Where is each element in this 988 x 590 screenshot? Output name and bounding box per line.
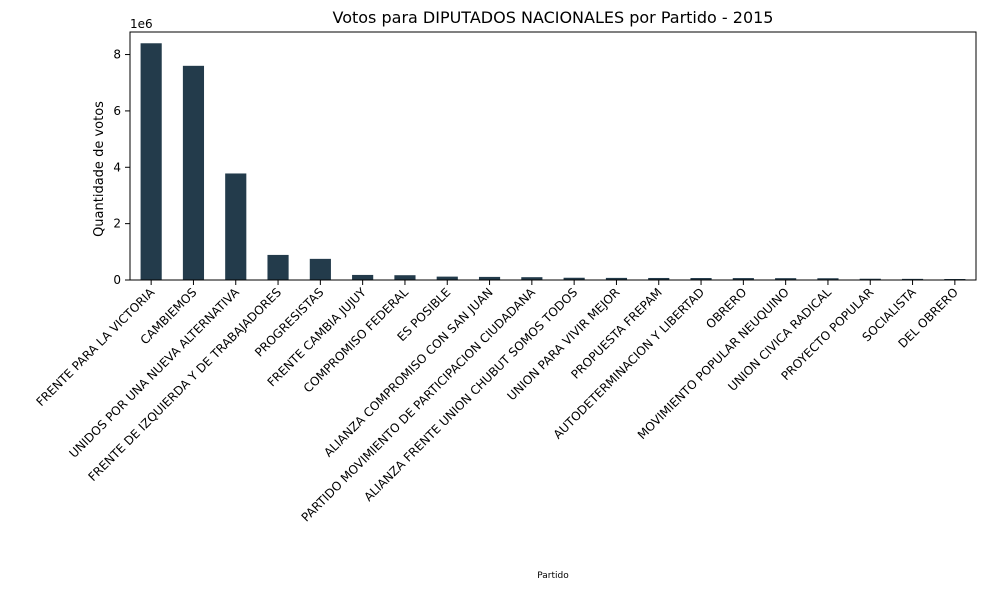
bar-10 bbox=[563, 277, 585, 280]
bar-8 bbox=[478, 276, 501, 280]
bars-group bbox=[140, 43, 966, 280]
y-offset-label: 1e6 bbox=[130, 17, 153, 31]
bar-7 bbox=[436, 276, 458, 280]
bar-13 bbox=[690, 278, 712, 280]
x-tick-label-3: FRENTE DE IZQUIERDA Y DE TRABAJADORES bbox=[85, 285, 284, 484]
bar-15 bbox=[775, 278, 797, 280]
y-tick-label-1: 2 bbox=[113, 217, 121, 231]
y-tick-label-4: 8 bbox=[113, 48, 121, 62]
bar-18 bbox=[901, 278, 924, 280]
bar-16 bbox=[817, 278, 839, 280]
bar-6 bbox=[394, 275, 416, 280]
bar-11 bbox=[605, 277, 628, 280]
bar-4 bbox=[309, 258, 331, 280]
y-tick-label-3: 6 bbox=[113, 104, 121, 118]
x-tick-label-13: AUTODETERMINACION Y LIBERTAD bbox=[551, 285, 708, 442]
x-tick-label-15: MOVIMIENTO POPULAR NEUQUINO bbox=[635, 285, 792, 442]
y-tick-label-0: 0 bbox=[113, 273, 121, 287]
bar-5 bbox=[352, 274, 374, 280]
bar-17 bbox=[859, 278, 881, 280]
bar-9 bbox=[521, 277, 543, 280]
bar-14 bbox=[732, 278, 754, 280]
bar-2 bbox=[225, 173, 247, 280]
x-axis-label: Partido bbox=[537, 571, 569, 581]
x-tick-label-2: UNIDOS POR UNA NUEVA ALTERNATIVA bbox=[66, 285, 242, 461]
chart-title: Votos para DIPUTADOS NACIONALES por Part… bbox=[333, 8, 774, 27]
plot-frame bbox=[129, 31, 977, 281]
y-ticks-group: 0 2 4 6 8 bbox=[113, 48, 130, 287]
y-axis-label: Quantidade de votos bbox=[92, 101, 107, 237]
bar-12 bbox=[648, 277, 670, 280]
bar-3 bbox=[267, 254, 289, 280]
bar-0 bbox=[140, 43, 162, 280]
bar-1 bbox=[182, 65, 205, 280]
y-tick-label-2: 4 bbox=[113, 160, 121, 174]
